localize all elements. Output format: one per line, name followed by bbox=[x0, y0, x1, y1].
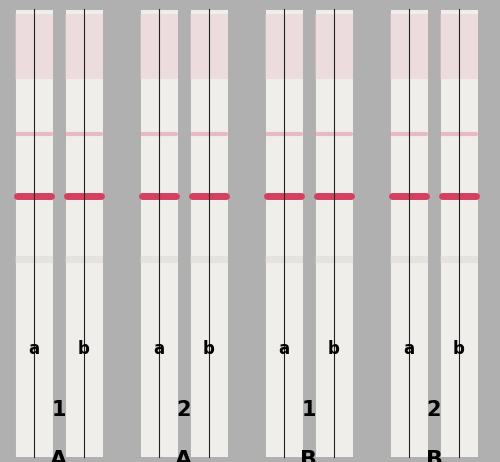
Bar bbox=[474, 9, 478, 457]
Bar bbox=[266, 9, 270, 457]
Bar bbox=[424, 9, 428, 457]
Text: b: b bbox=[203, 340, 215, 358]
Text: A: A bbox=[50, 450, 68, 462]
Text: a: a bbox=[278, 340, 289, 358]
Bar bbox=[390, 14, 428, 79]
Text: 1: 1 bbox=[52, 400, 66, 419]
Bar bbox=[190, 9, 228, 457]
Text: 1: 1 bbox=[302, 400, 316, 419]
Bar bbox=[140, 256, 178, 263]
Text: 2: 2 bbox=[427, 400, 442, 419]
Bar bbox=[440, 256, 478, 263]
Bar bbox=[174, 9, 178, 457]
Bar bbox=[440, 9, 478, 457]
Bar bbox=[316, 9, 320, 457]
Bar bbox=[266, 14, 303, 79]
Bar bbox=[65, 9, 103, 457]
Bar bbox=[99, 9, 103, 457]
Text: a: a bbox=[404, 340, 414, 358]
Bar bbox=[299, 9, 303, 457]
Bar bbox=[16, 14, 53, 79]
Bar bbox=[316, 14, 353, 79]
Bar bbox=[266, 9, 303, 457]
Bar bbox=[16, 9, 53, 457]
Bar bbox=[390, 9, 428, 457]
Bar bbox=[140, 9, 178, 457]
Text: B: B bbox=[426, 450, 442, 462]
Text: b: b bbox=[453, 340, 465, 358]
Bar bbox=[348, 9, 352, 457]
Bar bbox=[140, 9, 144, 457]
Bar bbox=[390, 256, 428, 263]
Text: 2: 2 bbox=[177, 400, 191, 419]
Bar bbox=[390, 9, 394, 457]
Bar bbox=[65, 256, 103, 263]
Text: a: a bbox=[154, 340, 164, 358]
Bar bbox=[190, 256, 228, 263]
Bar bbox=[190, 14, 228, 79]
Bar bbox=[16, 256, 53, 263]
Text: b: b bbox=[328, 340, 340, 358]
Text: B: B bbox=[300, 450, 318, 462]
Bar bbox=[440, 14, 478, 79]
Bar bbox=[16, 9, 20, 457]
Text: b: b bbox=[78, 340, 90, 358]
Bar bbox=[140, 14, 178, 79]
Bar bbox=[190, 9, 194, 457]
Bar bbox=[65, 9, 69, 457]
Text: A: A bbox=[176, 450, 192, 462]
Bar bbox=[440, 9, 444, 457]
Bar bbox=[224, 9, 228, 457]
Text: a: a bbox=[28, 340, 40, 358]
Bar bbox=[49, 9, 53, 457]
Bar bbox=[316, 9, 353, 457]
Bar bbox=[316, 256, 353, 263]
Bar bbox=[65, 14, 103, 79]
Bar bbox=[266, 256, 303, 263]
